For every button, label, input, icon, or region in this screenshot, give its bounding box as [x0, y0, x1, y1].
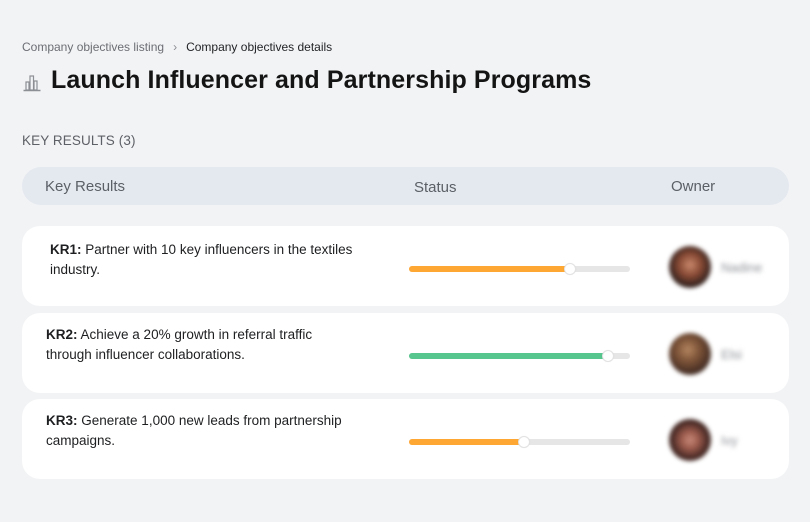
progress-bar — [409, 263, 630, 275]
page-title: Launch Influencer and Partnership Progra… — [51, 66, 592, 94]
owner[interactable]: Ivy — [669, 419, 738, 461]
key-results-table-header: Key Results Status Owner — [22, 167, 789, 205]
avatar — [669, 246, 711, 288]
column-header-owner: Owner — [671, 178, 716, 195]
progress-bar — [409, 350, 630, 362]
progress-fill — [409, 439, 524, 445]
key-result-description: Partner with 10 key influencers in the t… — [50, 242, 353, 277]
key-result-code: KR1: — [50, 242, 82, 257]
key-result-description: Achieve a 20% growth in referral traffic… — [46, 327, 313, 362]
progress-fill — [409, 353, 608, 359]
breadcrumb: Company objectives listing › Company obj… — [22, 40, 332, 54]
key-result-text: KR3: Generate 1,000 new leads from partn… — [46, 411, 356, 451]
title-row: Launch Influencer and Partnership Progra… — [22, 66, 591, 95]
progress-thumb — [564, 263, 577, 275]
key-result-row[interactable]: KR2: Achieve a 20% growth in referral tr… — [22, 313, 789, 393]
progress-thumb — [601, 350, 614, 362]
bar-chart-icon — [22, 73, 42, 93]
key-result-row[interactable]: KR1: Partner with 10 key influencers in … — [22, 226, 789, 306]
column-header-status: Status — [414, 179, 457, 196]
avatar — [669, 419, 711, 461]
chevron-right-icon: › — [173, 40, 178, 54]
progress-bar — [409, 436, 630, 448]
owner-name: Elsi — [721, 346, 742, 362]
breadcrumb-objectives-details: Company objectives details — [186, 40, 333, 54]
breadcrumb-objectives-listing[interactable]: Company objectives listing — [22, 40, 165, 54]
key-result-text: KR1: Partner with 10 key influencers in … — [50, 240, 360, 280]
key-result-code: KR2: — [46, 327, 78, 342]
key-result-description: Generate 1,000 new leads from partnershi… — [46, 413, 342, 448]
progress-thumb — [517, 436, 530, 448]
owner-name: Ivy — [721, 432, 738, 448]
key-result-code: KR3: — [46, 413, 78, 428]
owner-name: Nadine — [721, 259, 763, 275]
avatar — [669, 333, 711, 375]
key-result-text: KR2: Achieve a 20% growth in referral tr… — [46, 325, 356, 365]
key-results-count-label: KEY RESULTS (3) — [22, 133, 136, 148]
key-result-row[interactable]: KR3: Generate 1,000 new leads from partn… — [22, 399, 789, 479]
column-header-key-results: Key Results — [45, 178, 126, 195]
owner[interactable]: Nadine — [669, 246, 762, 288]
progress-fill — [409, 266, 571, 272]
owner[interactable]: Elsi — [669, 333, 742, 375]
